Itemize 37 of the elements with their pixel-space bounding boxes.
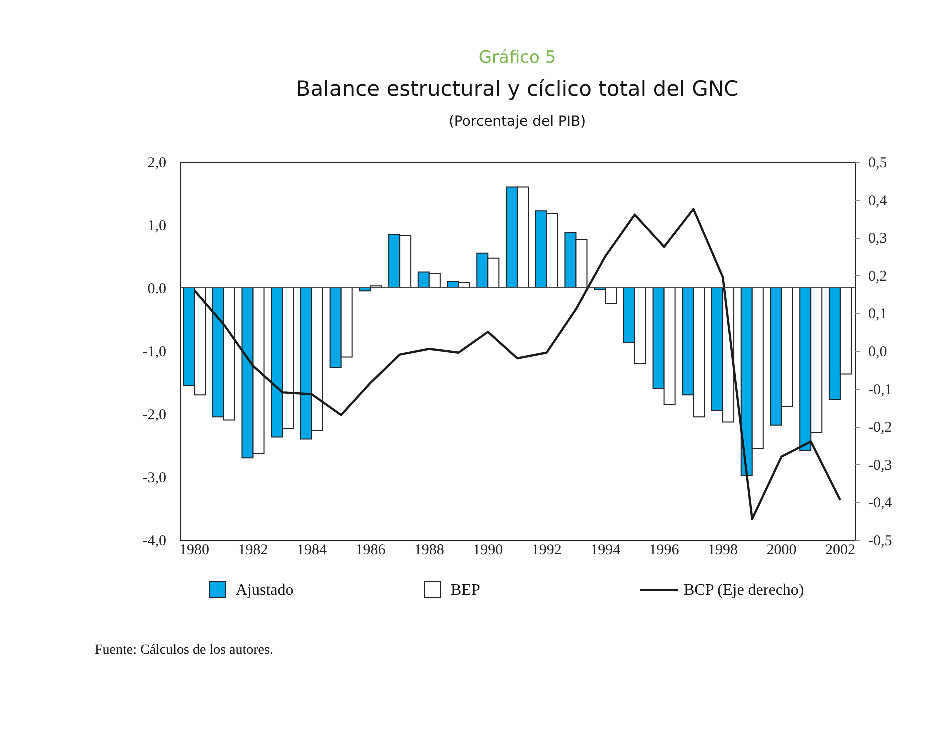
legend-label: BCP (Eje derecho) — [684, 582, 804, 599]
y2-tick-label: -0,1 — [868, 382, 892, 398]
x-tick-label: 1982 — [238, 542, 268, 558]
y2-tick-label: -0,5 — [868, 534, 892, 550]
y2-tick-label: 0,3 — [868, 231, 888, 248]
chart-title: Gráfico 5 — [478, 48, 556, 68]
x-tick-label: 1996 — [649, 542, 680, 558]
y2-tick-label: 0,2 — [868, 268, 888, 285]
x-tick-label: 1990 — [473, 542, 504, 558]
x-tick-label: 2000 — [766, 542, 797, 558]
y-tick-label: -2,0 — [142, 408, 166, 424]
y-tick-label: -1,0 — [142, 344, 166, 360]
text: (Porcentaje del PIB) — [448, 114, 586, 130]
y2-tick-label: 0,5 — [868, 156, 888, 172]
x-tick-label: 1992 — [532, 542, 562, 558]
y-tick-label: -3,0 — [142, 470, 166, 486]
x-tick-label: 1984 — [296, 542, 328, 558]
x-tick-label: 1998 — [708, 542, 738, 558]
y2-tick-label: -0,4 — [868, 496, 893, 512]
x-tick-label: 1980 — [180, 542, 210, 558]
y-tick-label: -4,0 — [142, 534, 166, 550]
y-tick-label: 1,0 — [148, 218, 166, 234]
legend-label: Ajustado — [236, 582, 294, 599]
x-tick-label: 1986 — [356, 542, 386, 558]
y2-tick-label: 0,4 — [868, 193, 888, 210]
source-note: Fuente: Cálculos de los autores. — [95, 643, 274, 658]
legend-label: BEP — [451, 582, 480, 599]
y2-tick-label: 0,0 — [868, 344, 888, 360]
y2-tick-label: -0,3 — [868, 458, 892, 474]
x-tick-label: 1988 — [414, 542, 444, 558]
y-tick-label: 2,0 — [148, 156, 166, 172]
y-tick-label: 0.0 — [148, 282, 166, 298]
y2-tick-label: 0,1 — [868, 306, 888, 323]
y2-tick-label: -0,2 — [868, 420, 892, 436]
x-tick-label: 2002 — [825, 542, 856, 558]
x-tick-label: 1994 — [590, 542, 622, 558]
chart-subtitle: Balance estructural y cíclico total del GNC — [296, 77, 739, 101]
